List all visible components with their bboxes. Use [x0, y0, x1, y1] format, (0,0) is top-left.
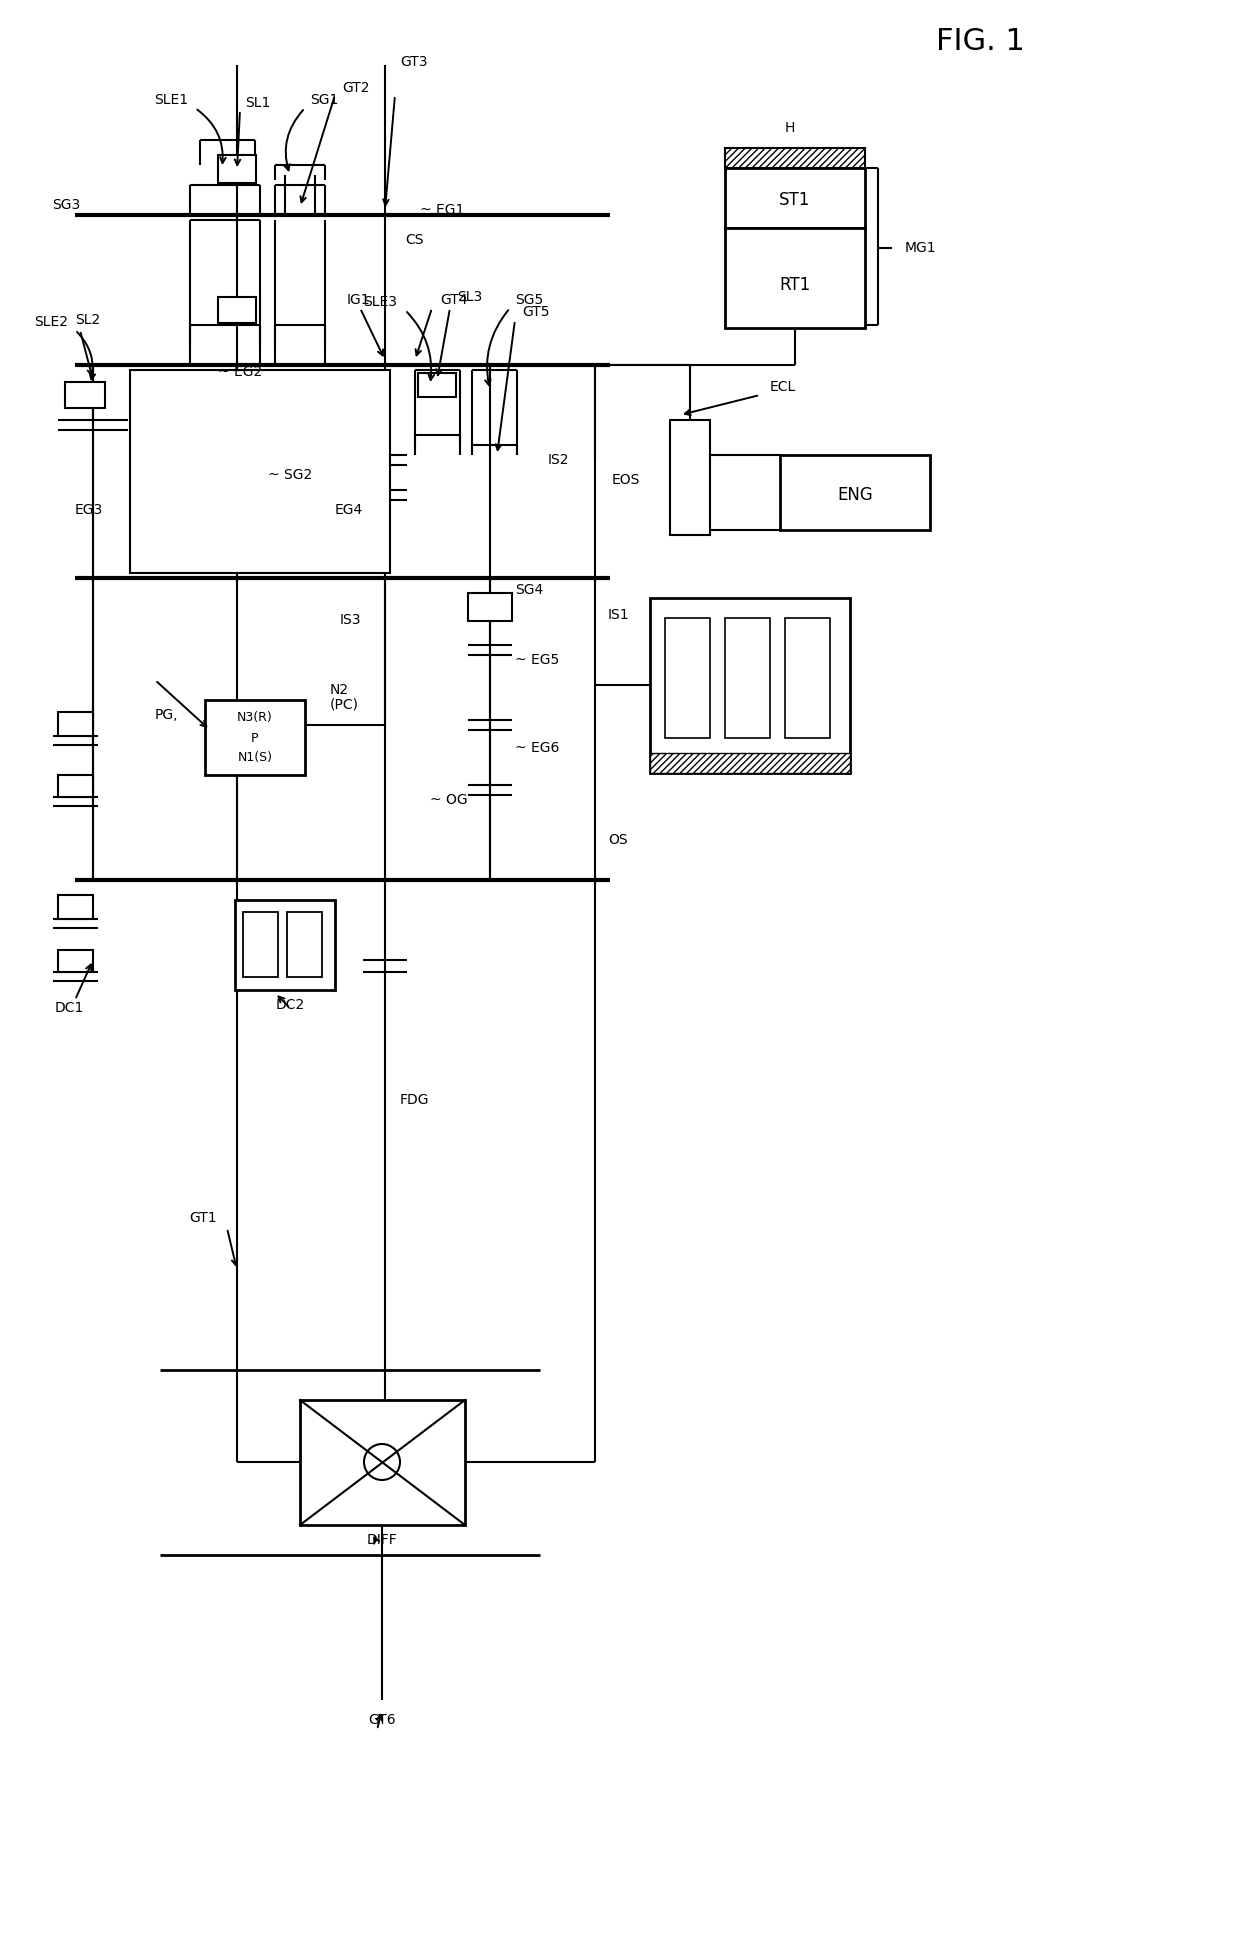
Text: GT1: GT1 — [190, 1211, 217, 1225]
Text: DC1: DC1 — [55, 1001, 84, 1015]
Text: EOS: EOS — [611, 472, 640, 488]
Text: IG1: IG1 — [347, 294, 371, 307]
Text: EG4: EG4 — [335, 503, 363, 517]
Text: SL1: SL1 — [246, 95, 270, 111]
Text: DC2: DC2 — [275, 997, 305, 1013]
Bar — [725, 618, 770, 739]
Bar — [670, 420, 711, 535]
Bar — [218, 156, 255, 183]
Text: ~ EG5: ~ EG5 — [515, 653, 559, 667]
Text: SG5: SG5 — [515, 294, 543, 307]
Bar — [665, 618, 711, 739]
Bar — [236, 900, 335, 989]
Bar — [780, 455, 930, 531]
Text: GT3: GT3 — [401, 54, 428, 68]
Text: ~ EG6: ~ EG6 — [515, 741, 559, 754]
Text: SG1: SG1 — [310, 93, 339, 107]
Bar — [218, 297, 255, 323]
Text: IS1: IS1 — [608, 608, 630, 622]
Bar — [58, 712, 93, 737]
Text: ST1: ST1 — [779, 191, 811, 210]
Text: MG1: MG1 — [905, 241, 936, 255]
Text: GT5: GT5 — [522, 305, 549, 319]
Bar — [58, 951, 93, 972]
Text: DIFF: DIFF — [367, 1534, 397, 1547]
Text: N1(S): N1(S) — [238, 752, 273, 764]
Text: ENG: ENG — [837, 486, 873, 503]
Bar — [650, 599, 849, 774]
Text: SLE2: SLE2 — [33, 315, 68, 329]
Bar — [243, 912, 278, 978]
Bar — [725, 148, 866, 167]
Text: GT6: GT6 — [368, 1713, 396, 1726]
Bar — [130, 369, 391, 573]
Bar — [64, 383, 105, 408]
Bar — [467, 593, 512, 620]
Text: ~ OG: ~ OG — [430, 793, 467, 807]
Text: RT1: RT1 — [780, 276, 811, 294]
Text: SLE1: SLE1 — [154, 93, 188, 107]
Text: IS2: IS2 — [548, 453, 569, 467]
Text: ~ SG2: ~ SG2 — [268, 469, 312, 482]
Text: FIG. 1: FIG. 1 — [935, 27, 1024, 56]
Bar — [58, 776, 93, 797]
Bar — [58, 894, 93, 920]
Bar — [725, 227, 866, 329]
Text: P: P — [252, 731, 259, 745]
Text: SG4: SG4 — [515, 583, 543, 597]
Text: H: H — [785, 121, 795, 134]
Text: EG3: EG3 — [74, 503, 103, 517]
Text: GT2: GT2 — [342, 82, 370, 95]
Text: ECL: ECL — [770, 379, 796, 395]
Text: N2: N2 — [330, 682, 350, 698]
Text: ~ EG1: ~ EG1 — [420, 202, 464, 218]
Text: FDG: FDG — [401, 1093, 429, 1106]
Text: SL3: SL3 — [458, 290, 482, 303]
Bar — [418, 373, 456, 397]
Text: IS3: IS3 — [340, 612, 362, 628]
Text: OS: OS — [608, 832, 627, 848]
Text: CS: CS — [405, 233, 424, 247]
Text: SG3: SG3 — [52, 198, 81, 212]
Bar — [205, 700, 305, 776]
Text: (PC): (PC) — [330, 698, 360, 712]
Bar — [286, 912, 322, 978]
Text: SL2: SL2 — [74, 313, 100, 327]
Bar — [785, 618, 830, 739]
Text: PG,: PG, — [155, 708, 179, 721]
Bar — [650, 752, 849, 774]
Bar — [725, 167, 866, 227]
Bar — [300, 1400, 465, 1524]
Text: GT4: GT4 — [440, 294, 467, 307]
Text: N3(R): N3(R) — [237, 712, 273, 725]
Text: ~ EG2: ~ EG2 — [218, 365, 262, 379]
Text: SLE3: SLE3 — [363, 295, 397, 309]
